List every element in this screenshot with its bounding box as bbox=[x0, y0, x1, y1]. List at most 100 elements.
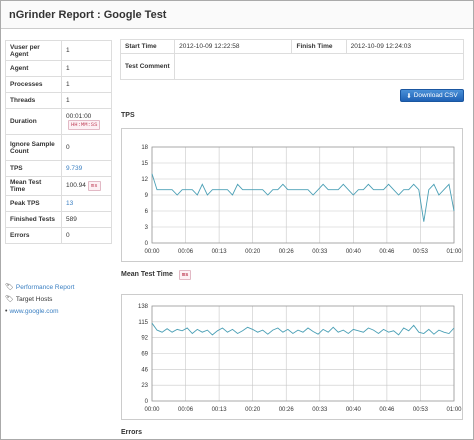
summary-row: Agent 1 bbox=[5, 60, 112, 77]
tps-x-tick-label: 01:00 bbox=[446, 249, 462, 255]
summary-value: 13 bbox=[61, 195, 112, 212]
mean-time-plot-border bbox=[151, 305, 455, 402]
summary-value-text: 0 bbox=[66, 232, 70, 239]
tps-x-tick-label: 00:26 bbox=[279, 249, 295, 255]
mean-time-y-tick-label: 46 bbox=[141, 367, 148, 373]
finish-time-value: 2012-10-09 12:24:03 bbox=[345, 39, 465, 54]
mean-time-x-tick-label: 00:06 bbox=[178, 407, 194, 413]
tps-x-tick-label: 00:53 bbox=[413, 249, 429, 255]
mean-time-y-tick-label: 0 bbox=[145, 399, 149, 405]
mean-time-y-tick-label: 23 bbox=[141, 383, 148, 389]
tps-y-tick-label: 3 bbox=[145, 225, 149, 231]
summary-value: 589 bbox=[61, 211, 112, 228]
target-hosts-label: Target Hosts bbox=[15, 296, 53, 303]
title-bar: nGrinder Report : Google Test bbox=[1, 1, 473, 29]
mean-time-x-tick-label: 00:33 bbox=[312, 407, 328, 413]
tps-x-tick-label: 00:20 bbox=[245, 249, 261, 255]
time-row: Start Time 2012-10-09 12:22:58 Finish Ti… bbox=[119, 39, 465, 54]
tps-x-tick-label: 00:46 bbox=[379, 249, 395, 255]
summary-value-text: 1 bbox=[66, 81, 70, 88]
summary-value: 00:01:00 HH:MM:SS bbox=[61, 108, 112, 135]
tps-x-tick-label: 00:06 bbox=[178, 249, 194, 255]
finish-time-label: Finish Time bbox=[291, 39, 347, 54]
download-csv-button[interactable]: ⬇ Download CSV bbox=[400, 89, 464, 102]
mean-time-y-tick-label: 138 bbox=[138, 304, 149, 310]
mean-time-x-tick-label: 00:26 bbox=[279, 407, 295, 413]
mean-time-chart-box: 0 23 46 69 92 115 138 00:00 00:06 00:13 00:20 00:26… bbox=[121, 294, 463, 420]
target-hosts-item: 🏷 Target Hosts bbox=[5, 294, 74, 306]
summary-row: Vuser per Agent 1 bbox=[5, 40, 112, 61]
summary-value: 0 bbox=[61, 227, 112, 244]
mean-time-y-tick-label: 115 bbox=[138, 320, 148, 326]
mean-time-y-tick-label: 69 bbox=[141, 352, 148, 358]
tps-chart: 0 3 6 9 12 15 18 00:00 00:06 00:13 00:20 00:26 00:33… bbox=[141, 145, 462, 255]
performance-report-item: 🏷 Performance Report bbox=[5, 282, 74, 294]
mean-time-x-tick-label: 01:00 bbox=[446, 407, 462, 413]
summary-value: 1 bbox=[61, 92, 112, 109]
mean-time-y-tick-label: 92 bbox=[141, 336, 148, 342]
mean-time-unit-badge: ms bbox=[178, 270, 192, 280]
mean-time-section: Mean Test Time ms bbox=[121, 270, 192, 280]
tps-series-line bbox=[151, 173, 455, 222]
side-links: 🏷 Performance Report 🏷 Target Hosts • www.g… bbox=[5, 282, 74, 318]
mean-time-x-tick-label: 00:13 bbox=[212, 407, 228, 413]
page-title: nGrinder Report : Google Test bbox=[9, 9, 167, 21]
download-csv-label: Download CSV bbox=[413, 92, 458, 99]
test-info-table: Start Time 2012-10-09 12:22:58 Finish Ti… bbox=[119, 39, 465, 80]
summary-key: Mean Test Time bbox=[5, 176, 62, 196]
summary-row: Errors 0 bbox=[5, 227, 112, 244]
mean-time-section-title: Mean Test Time bbox=[121, 271, 173, 278]
performance-report-link[interactable]: Performance Report bbox=[15, 284, 75, 291]
summary-value: 0 bbox=[61, 134, 112, 161]
summary-value: 1 bbox=[61, 60, 112, 77]
tps-y-tick-label: 9 bbox=[145, 193, 149, 199]
mean-time-x-tick-label: 00:46 bbox=[379, 407, 395, 413]
summary-value-text: 1 bbox=[66, 47, 70, 54]
mean-time-x-tick-label: 00:40 bbox=[346, 407, 362, 413]
summary-row: Duration 00:01:00 HH:MM:SS bbox=[5, 108, 112, 135]
tps-chart-box: 0 3 6 9 12 15 18 00:00 00:06 00:13 00:20 00:26 00:33… bbox=[121, 128, 463, 262]
tag-icon: 🏷 bbox=[5, 284, 14, 291]
summary-value-text: 9.739 bbox=[66, 165, 83, 172]
comment-row: Test Comment bbox=[119, 53, 464, 80]
unit-badge: HH:MM:SS bbox=[68, 120, 101, 130]
summary-value: 1 bbox=[61, 76, 112, 93]
host-item: • www.google.com bbox=[5, 306, 74, 318]
summary-value-text: 100.94 bbox=[66, 182, 86, 189]
unit-badge: ms bbox=[87, 181, 101, 191]
summary-row: TPS 9.739 bbox=[5, 160, 112, 177]
mean-time-x-tick-label: 00:20 bbox=[245, 407, 261, 413]
test-comment-value bbox=[174, 53, 464, 80]
summary-row: Finished Tests 589 bbox=[5, 211, 112, 228]
download-icon: ⬇ bbox=[406, 92, 412, 100]
summary-key: Errors bbox=[5, 227, 62, 244]
tps-plot-border bbox=[151, 146, 455, 244]
tps-x-tick-label: 00:40 bbox=[346, 249, 362, 255]
summary-value: 1 bbox=[61, 40, 112, 61]
mean-time-chart: 0 23 46 69 92 115 138 00:00 00:06 00:13 00:20 00:26… bbox=[138, 304, 462, 413]
start-time-value: 2012-10-09 12:22:58 bbox=[174, 39, 293, 54]
tps-section-title: TPS bbox=[121, 112, 135, 119]
summary-key: Duration bbox=[5, 108, 62, 135]
tps-x-tick-label: 00:13 bbox=[212, 249, 228, 255]
summary-row: Processes 1 bbox=[5, 76, 112, 93]
summary-key: Threads bbox=[5, 92, 62, 109]
test-comment-label: Test Comment bbox=[119, 53, 176, 80]
tps-y-tick-label: 6 bbox=[145, 209, 149, 215]
summary-value-text: 0 bbox=[66, 144, 70, 151]
tps-y-tick-label: 12 bbox=[141, 177, 148, 183]
summary-key: Peak TPS bbox=[5, 195, 62, 212]
summary-value-text: 00:01:00 bbox=[66, 113, 92, 120]
errors-section-title: Errors bbox=[121, 429, 143, 436]
summary-key: Finished Tests bbox=[5, 211, 62, 228]
start-time-label: Start Time bbox=[119, 39, 176, 54]
summary-row: Threads 1 bbox=[5, 92, 112, 109]
summary-key: Vuser per Agent bbox=[5, 40, 62, 61]
tps-y-tick-label: 18 bbox=[141, 145, 148, 151]
summary-value-text: 13 bbox=[66, 200, 74, 207]
host-link[interactable]: www.google.com bbox=[9, 308, 59, 315]
summary-key: TPS bbox=[5, 160, 62, 177]
summary-key: Processes bbox=[5, 76, 62, 93]
tps-x-tick-label: 00:00 bbox=[144, 249, 160, 255]
summary-row: Mean Test Time 100.94 ms bbox=[5, 176, 112, 196]
